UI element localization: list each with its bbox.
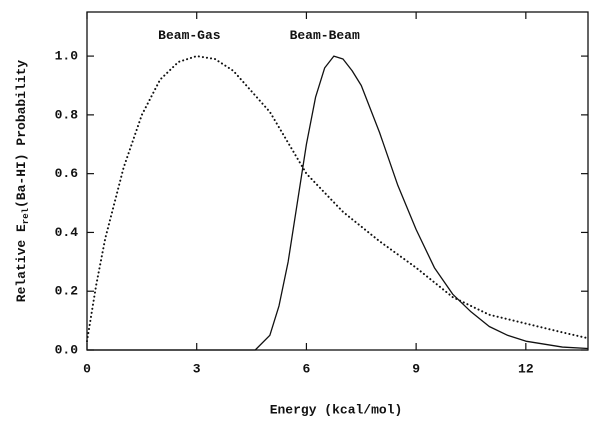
series-line bbox=[87, 55, 589, 351]
x-tick-label: 0 bbox=[83, 361, 91, 376]
annotation: Beam-Beam bbox=[290, 28, 360, 43]
y-tick-label: 0.8 bbox=[55, 107, 79, 122]
x-tick-label: 6 bbox=[303, 361, 311, 376]
x-tick-label: 9 bbox=[412, 361, 420, 376]
plot-frame bbox=[86, 11, 589, 351]
y-tick-label: 0.4 bbox=[55, 225, 79, 240]
x-tick-label: 12 bbox=[518, 361, 534, 376]
y-tick-label: 0.0 bbox=[55, 342, 79, 357]
y-tick-label: 1.0 bbox=[55, 49, 79, 64]
y-axis-label: Relative Erel(Ba-HI) Probability bbox=[14, 60, 31, 303]
series-line bbox=[86, 55, 589, 343]
y-label-subscript: rel bbox=[21, 207, 31, 224]
y-tick-label: 0.6 bbox=[55, 166, 79, 181]
x-tick-label: 3 bbox=[193, 361, 201, 376]
annotation: Beam-Gas bbox=[158, 28, 221, 43]
y-tick-label: 0.2 bbox=[55, 284, 79, 299]
y-label-suffix: (Ba-HI) Probability bbox=[14, 60, 29, 208]
x-axis-label: Energy (kcal/mol) bbox=[270, 402, 403, 417]
y-label-prefix: Relative E bbox=[14, 224, 29, 302]
